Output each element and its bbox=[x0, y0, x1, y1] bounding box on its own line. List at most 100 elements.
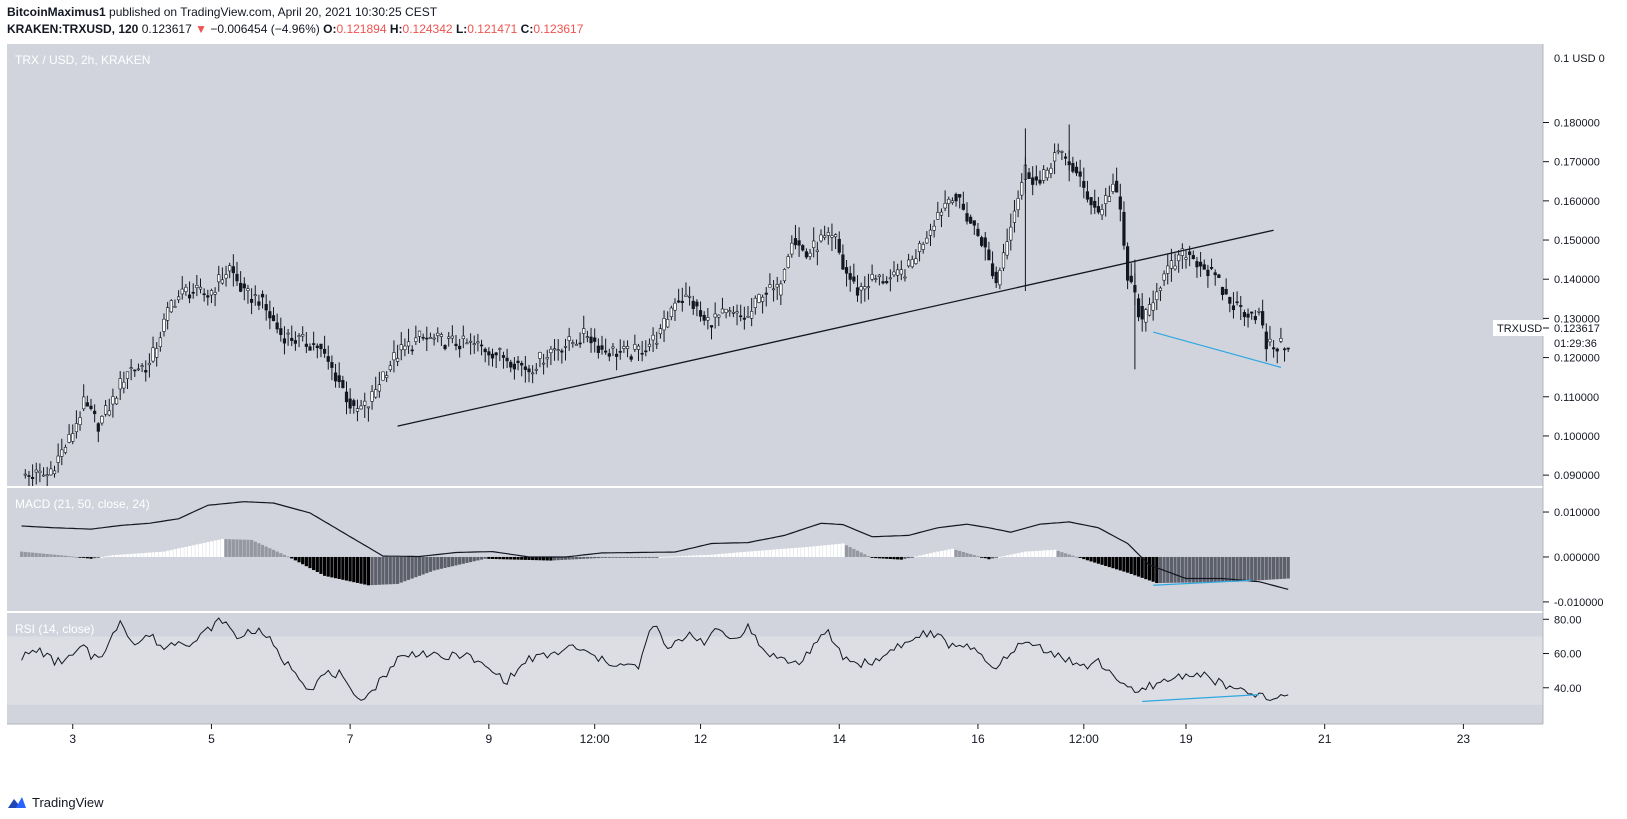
candle-body bbox=[1250, 311, 1254, 314]
candle-body bbox=[271, 315, 276, 322]
footer-brand[interactable]: TradingView bbox=[32, 794, 104, 810]
macd-axis[interactable]: 0.010000 0.000000 -0.010000 bbox=[1543, 507, 1604, 609]
candle-body bbox=[910, 259, 914, 268]
candle-body bbox=[304, 343, 308, 347]
macd-histogram-bar bbox=[1173, 556, 1177, 583]
macd-histogram-bar bbox=[49, 554, 53, 557]
macd-histogram-bar bbox=[104, 556, 108, 558]
macd-histogram-bar bbox=[516, 556, 520, 560]
candle-body bbox=[1224, 288, 1228, 295]
macd-histogram-bar bbox=[1286, 556, 1290, 579]
rsi-axis[interactable]: 80.00 60.00 40.00 bbox=[1543, 614, 1582, 695]
macd-histogram-bar bbox=[1151, 556, 1155, 582]
candle-body bbox=[677, 300, 681, 303]
publish-line: BitcoinMaximus1 published on TradingView… bbox=[7, 5, 437, 19]
candle-body bbox=[928, 229, 933, 236]
macd-histogram-bar bbox=[220, 538, 224, 557]
candle-body bbox=[206, 295, 210, 298]
macd-histogram-bar bbox=[706, 554, 710, 557]
candle-body bbox=[352, 400, 356, 406]
candle-body bbox=[709, 325, 714, 328]
macd-histogram-bar bbox=[611, 556, 615, 558]
candle-body bbox=[1034, 176, 1038, 181]
candle-body bbox=[1009, 226, 1013, 241]
candle-body bbox=[1093, 200, 1097, 208]
candle-body bbox=[797, 240, 801, 246]
candle-body bbox=[633, 344, 637, 350]
macd-histogram-bar bbox=[1184, 556, 1188, 583]
candle-body bbox=[1053, 152, 1057, 162]
macd-histogram-bar bbox=[545, 556, 549, 561]
candle-body bbox=[852, 276, 856, 282]
candle-body bbox=[534, 368, 538, 371]
macd-histogram-bar bbox=[67, 556, 71, 557]
candle-body bbox=[1275, 348, 1279, 352]
candle-body bbox=[713, 313, 717, 318]
macd-histogram-bar bbox=[735, 552, 739, 557]
macd-histogram-bar bbox=[136, 553, 141, 557]
candle-body bbox=[1173, 265, 1177, 270]
macd-histogram-bar bbox=[1246, 556, 1250, 582]
price-pane[interactable]: TRX / USD, 2h, KRAKEN bbox=[7, 44, 1543, 489]
macd-histogram-bar bbox=[983, 556, 987, 559]
macd-histogram-bar bbox=[224, 539, 228, 557]
macd-histogram-bar bbox=[1169, 556, 1173, 583]
candle-body bbox=[823, 235, 827, 238]
macd-histogram-bar bbox=[403, 556, 407, 582]
candle-body bbox=[979, 237, 984, 246]
candle-body bbox=[552, 348, 557, 351]
rsi-pane[interactable]: RSI (14, close) bbox=[7, 613, 1543, 724]
macd-divergence-line[interactable] bbox=[1153, 579, 1252, 586]
rsi-divergence-line[interactable] bbox=[1142, 694, 1260, 703]
macd-histogram-bar bbox=[410, 556, 414, 579]
candle-body bbox=[1104, 195, 1108, 205]
macd-pane[interactable]: MACD (21, 50, close, 24) bbox=[7, 488, 1543, 612]
ascending-trendline[interactable] bbox=[397, 229, 1274, 427]
macd-histogram-bar bbox=[1060, 552, 1064, 557]
candle-body bbox=[326, 356, 330, 362]
macd-histogram-bar bbox=[177, 548, 181, 557]
candle-body bbox=[239, 282, 243, 292]
candle-body bbox=[917, 243, 922, 252]
macd-histogram-bar bbox=[323, 556, 327, 576]
chart-area[interactable]: TRX / USD, 2h, KRAKEN MACD (21, 50, clos… bbox=[0, 44, 1627, 786]
macd-histogram-bar bbox=[1282, 556, 1287, 579]
macd-histogram-bar bbox=[406, 556, 411, 580]
candle-body bbox=[1162, 273, 1166, 281]
candle-body bbox=[771, 288, 776, 291]
candle-body bbox=[560, 350, 564, 353]
macd-histogram-bar bbox=[381, 556, 385, 585]
price-divergence-line[interactable] bbox=[1152, 331, 1282, 368]
candle-body bbox=[501, 355, 506, 358]
tradingview-logo-icon[interactable] bbox=[7, 795, 27, 809]
macd-histogram-bar bbox=[1111, 556, 1115, 569]
time-axis[interactable]: 3 5 7 9 12:00 12 14 16 12:00 19 21 23 bbox=[69, 724, 1470, 746]
last-price-tag[interactable]: TRXUSD 0.123617 01:29:36 bbox=[1493, 320, 1600, 350]
candle-body bbox=[151, 347, 155, 362]
author-name[interactable]: BitcoinMaximus1 bbox=[7, 5, 106, 19]
macd-histogram-bar bbox=[939, 550, 944, 557]
macd-histogram-bar bbox=[242, 539, 246, 557]
macd-histogram-bar bbox=[925, 554, 929, 557]
candle-body bbox=[392, 352, 396, 361]
candle-body bbox=[385, 375, 389, 378]
macd-histogram-bar bbox=[527, 556, 531, 560]
macd-histogram-bar bbox=[808, 546, 812, 557]
low-label: L: bbox=[455, 22, 468, 36]
candle-body bbox=[516, 360, 520, 364]
candle-body bbox=[687, 295, 692, 298]
last-price-symbol: TRXUSD bbox=[1497, 323, 1542, 335]
candle-body bbox=[812, 240, 816, 248]
price-axis[interactable]: 0.1 USD 0 0.180000 0.170000 0.160000 0.1500… bbox=[1543, 53, 1605, 482]
macd-histogram-bar bbox=[928, 553, 933, 557]
candle-body bbox=[213, 292, 217, 295]
macd-histogram-bar bbox=[191, 545, 195, 557]
macd-histogram-bar bbox=[713, 554, 717, 557]
candle-body bbox=[877, 274, 881, 278]
candle-body bbox=[658, 328, 662, 335]
macd-histogram-bar bbox=[589, 556, 593, 559]
macd-histogram-bar bbox=[655, 556, 659, 558]
candle-body bbox=[1082, 180, 1086, 188]
macd-histogram-bar bbox=[465, 556, 469, 563]
macd-histogram-bar bbox=[184, 546, 188, 557]
